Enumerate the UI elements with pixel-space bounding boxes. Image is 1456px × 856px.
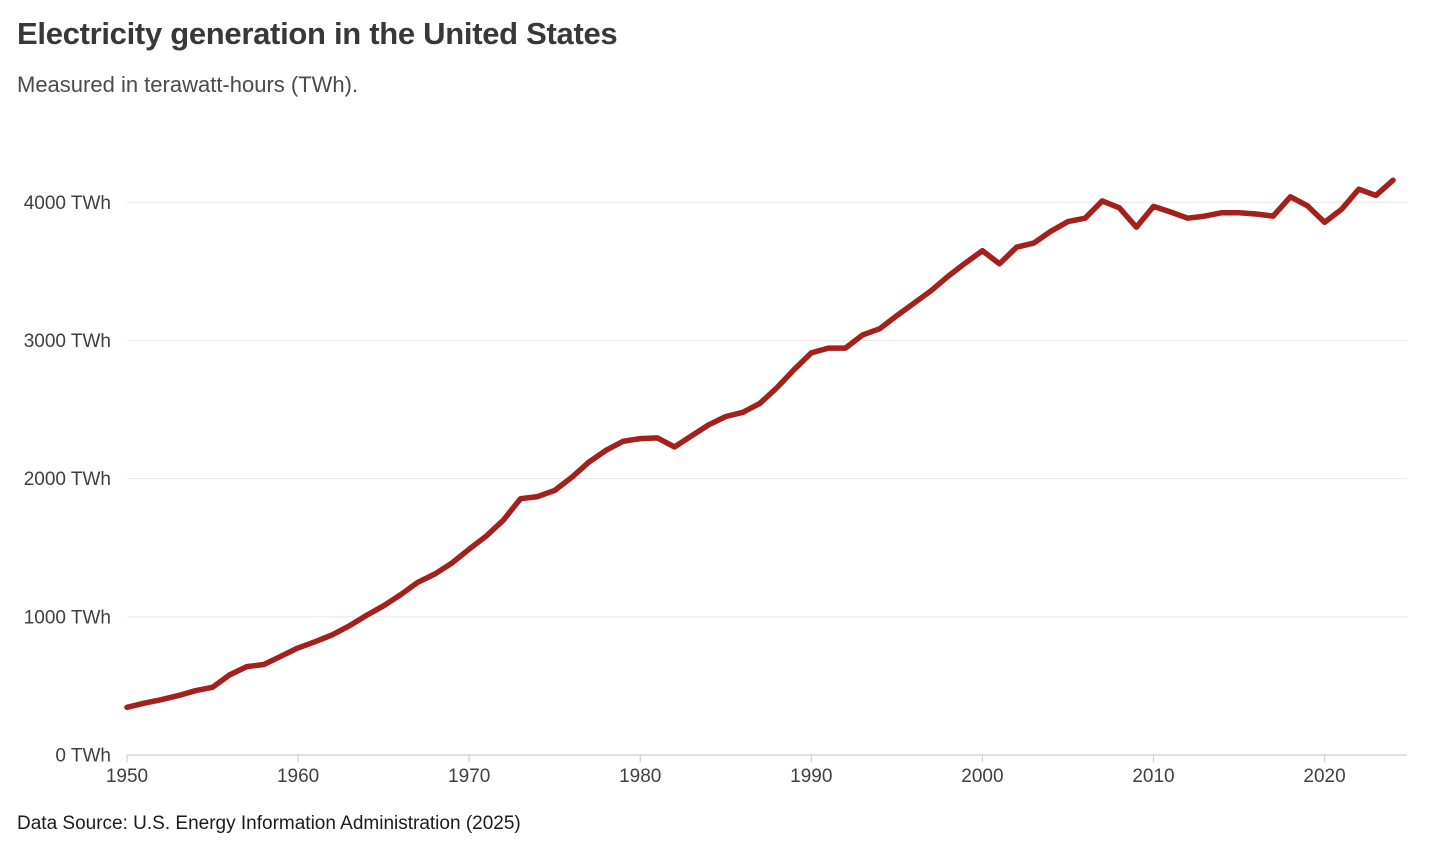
x-axis-tick-label: 1970 <box>448 766 490 787</box>
x-axis-tick-label: 1960 <box>277 766 319 787</box>
y-axis-tick-label: 1000 TWh <box>24 607 111 628</box>
y-axis-tick-label: 4000 TWh <box>24 193 111 214</box>
chart-subtitle: Measured in terawatt-hours (TWh). <box>17 72 359 97</box>
x-axis-tick-label: 2000 <box>961 766 1003 787</box>
x-axis-tick-label: 1950 <box>106 766 148 787</box>
chart-title: Electricity generation in the United Sta… <box>17 16 618 51</box>
x-axis-tick-label: 1990 <box>790 766 832 787</box>
x-axis-tick-label: 1980 <box>619 766 661 787</box>
y-axis-tick-label: 2000 TWh <box>24 469 111 490</box>
x-axis-tick-label: 2010 <box>1132 766 1174 787</box>
y-axis-tick-label: 0 TWh <box>55 746 111 767</box>
x-axis-tick-label: 2020 <box>1303 766 1345 787</box>
electricity-generation-line <box>124 177 1396 711</box>
data-source-note: Data Source: U.S. Energy Information Adm… <box>17 813 521 834</box>
y-axis-tick-label: 3000 TWh <box>24 331 111 352</box>
